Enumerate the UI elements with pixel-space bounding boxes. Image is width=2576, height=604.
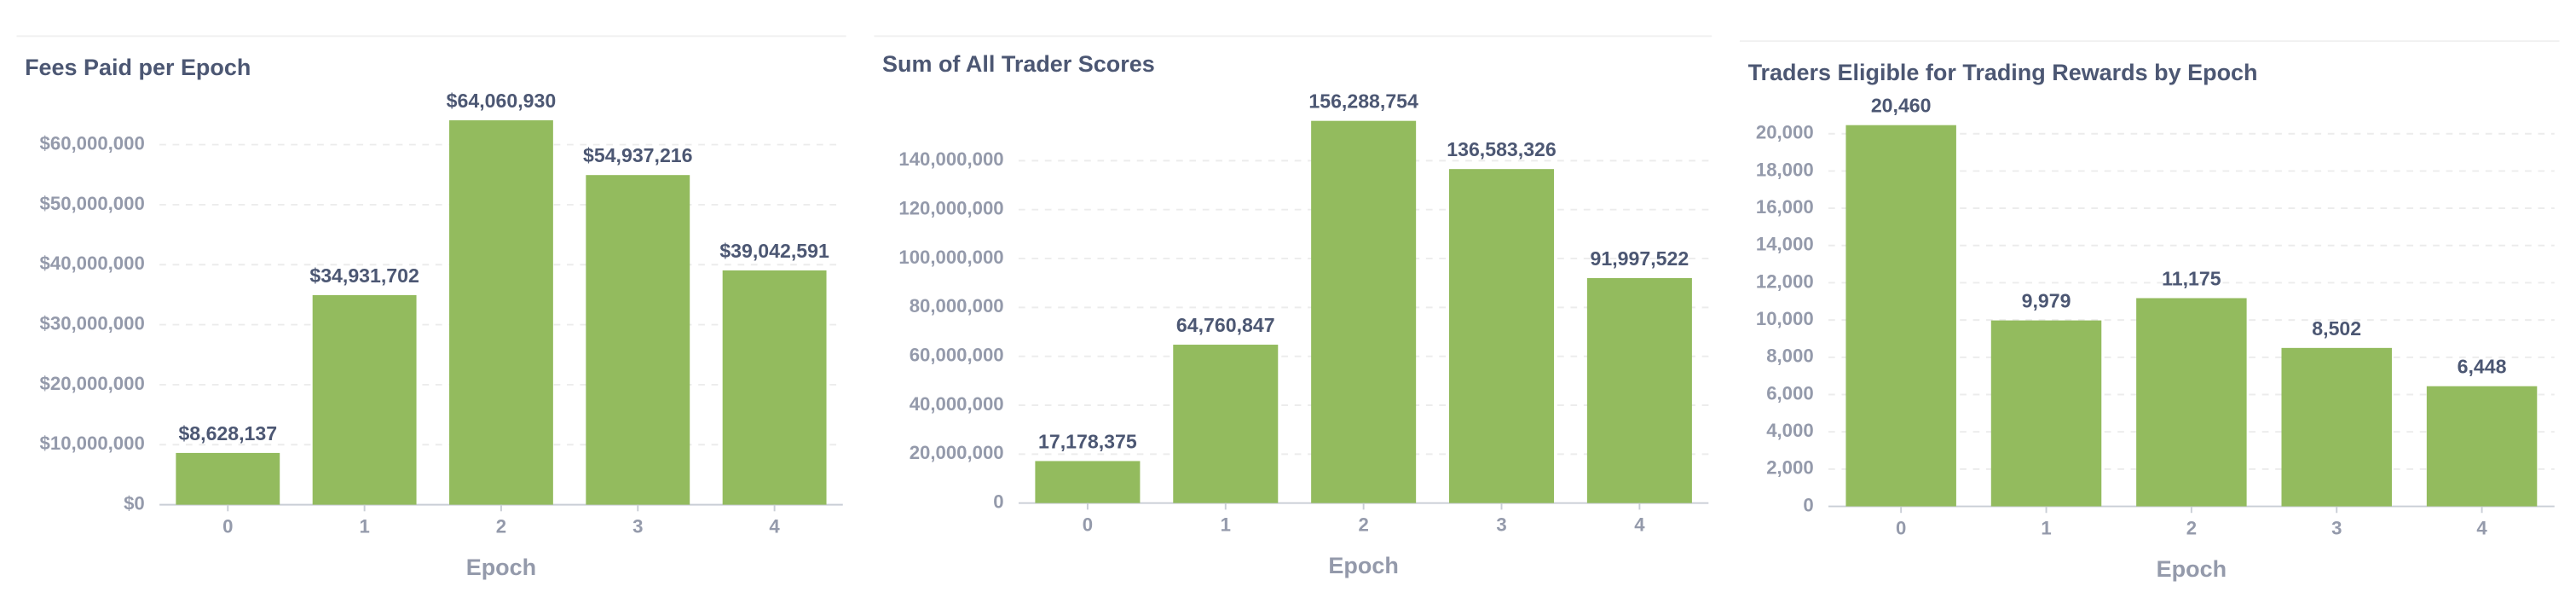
- y-tick-label: $0: [124, 492, 145, 514]
- y-tick-label: 120,000,000: [898, 198, 1003, 219]
- x-tick-label: 2: [1358, 514, 1368, 536]
- y-tick-label: 6,000: [1766, 382, 1813, 404]
- value-label: 156,288,754: [1308, 90, 1418, 113]
- y-tick-label: 16,000: [1756, 196, 1814, 218]
- y-tick-label: 0: [1803, 494, 1813, 515]
- bar: [1586, 277, 1692, 503]
- y-tick-label: $50,000,000: [40, 193, 145, 214]
- bar: [176, 452, 280, 505]
- value-label: 136,583,326: [1447, 138, 1557, 160]
- y-tick-label: $10,000,000: [40, 433, 145, 454]
- x-tick-label: 0: [1083, 514, 1093, 536]
- value-label: 6,448: [2458, 356, 2507, 378]
- chart-title: Fees Paid per Epoch: [25, 55, 251, 80]
- value-label: 20,460: [1871, 95, 1932, 117]
- x-tick-label: 1: [2041, 517, 2051, 538]
- y-tick-label: 2,000: [1766, 457, 1813, 479]
- y-tick-label: $40,000,000: [40, 253, 145, 274]
- y-tick-label: $60,000,000: [40, 132, 145, 154]
- y-tick-label: 14,000: [1756, 234, 1814, 255]
- x-tick-label: 2: [2186, 517, 2197, 538]
- x-axis-label: Epoch: [2157, 556, 2227, 582]
- y-tick-label: 4,000: [1766, 420, 1813, 441]
- bar: [722, 270, 827, 505]
- bar: [1990, 320, 2102, 507]
- bar: [312, 294, 417, 505]
- value-label: 9,979: [2022, 290, 2071, 312]
- y-tick-label: 40,000,000: [910, 393, 1004, 415]
- bar: [1035, 461, 1141, 503]
- bar: [1173, 345, 1279, 503]
- value-label: $8,628,137: [178, 422, 277, 444]
- x-tick-label: 4: [2476, 517, 2487, 538]
- value-label: 17,178,375: [1038, 430, 1137, 452]
- x-tick-label: 1: [1221, 514, 1231, 536]
- value-label: $34,931,702: [309, 264, 419, 287]
- chart-title: Sum of All Trader Scores: [882, 51, 1155, 77]
- value-label: $64,060,930: [447, 90, 557, 112]
- x-tick-label: 0: [222, 515, 233, 537]
- value-label: 64,760,847: [1176, 314, 1275, 336]
- bar: [1311, 120, 1417, 503]
- x-tick-label: 3: [632, 515, 643, 537]
- bar: [2426, 386, 2538, 507]
- bar: [586, 175, 690, 505]
- x-tick-label: 3: [2331, 517, 2342, 538]
- bar: [1449, 169, 1555, 503]
- value-label: $39,042,591: [719, 240, 829, 262]
- x-tick-label: 2: [496, 515, 506, 537]
- y-tick-label: $20,000,000: [40, 373, 145, 394]
- y-tick-label: 0: [993, 491, 1003, 513]
- value-label: 91,997,522: [1591, 247, 1689, 270]
- y-tick-label: 100,000,000: [898, 247, 1003, 268]
- y-tick-label: 18,000: [1756, 159, 1814, 180]
- x-tick-label: 4: [769, 515, 780, 537]
- bar: [2136, 298, 2247, 507]
- x-axis-label: Epoch: [466, 555, 536, 580]
- bar: [449, 120, 553, 505]
- y-tick-label: 10,000: [1756, 308, 1814, 329]
- value-label: $54,937,216: [583, 144, 693, 166]
- x-tick-label: 4: [1634, 514, 1645, 536]
- y-tick-label: 80,000,000: [910, 295, 1004, 317]
- y-tick-label: 20,000,000: [910, 442, 1004, 463]
- bar: [2281, 347, 2392, 507]
- x-tick-label: 0: [1896, 517, 1906, 538]
- y-tick-label: 140,000,000: [898, 148, 1003, 170]
- y-tick-label: 8,000: [1766, 346, 1813, 367]
- y-tick-label: 60,000,000: [910, 345, 1004, 366]
- chart-title: Traders Eligible for Trading Rewards by …: [1748, 60, 2258, 85]
- x-tick-label: 1: [359, 515, 369, 537]
- y-tick-label: 20,000: [1756, 122, 1814, 143]
- x-axis-label: Epoch: [1328, 553, 1398, 578]
- y-tick-label: 12,000: [1756, 270, 1814, 292]
- value-label: 8,502: [2312, 317, 2361, 340]
- y-tick-label: $30,000,000: [40, 312, 145, 334]
- x-tick-label: 3: [1496, 514, 1506, 536]
- value-label: 11,175: [2162, 267, 2221, 289]
- bar: [1845, 125, 1956, 507]
